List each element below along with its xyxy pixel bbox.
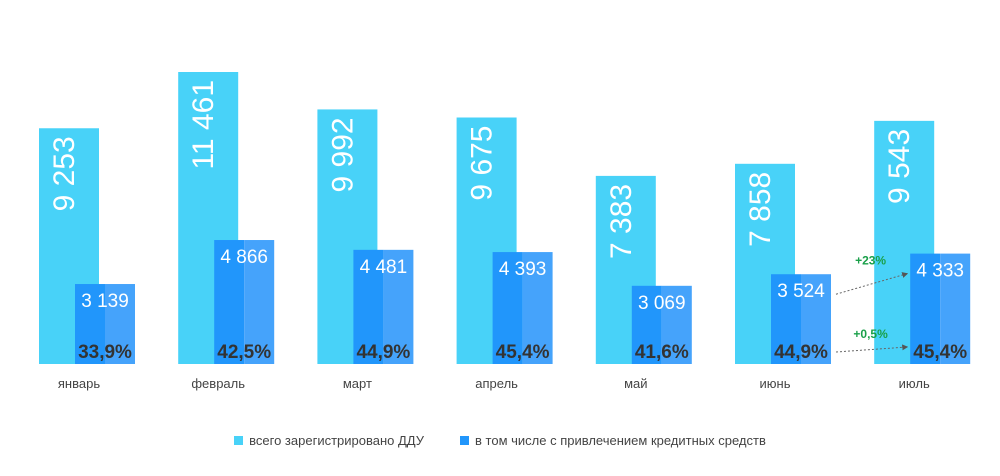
x-tick-label: апрель xyxy=(475,376,518,391)
bar-total-label: 11 461 xyxy=(187,80,220,170)
bar-credit xyxy=(75,284,105,364)
annotation-arrow xyxy=(835,272,909,295)
bar-total-label: 9 992 xyxy=(326,117,359,192)
bar-credit-light xyxy=(661,285,692,364)
bar-credit-label: 4 333 xyxy=(916,261,964,282)
bar-chart: 9 253 3 139 33,9% январь 11 461 4 866 42,5% фев… xyxy=(39,72,971,391)
bar-share-label: 44,9% xyxy=(774,342,828,363)
bar-total-label: 7 383 xyxy=(605,184,638,259)
bar-credit-light xyxy=(522,252,553,364)
x-tick-label: март xyxy=(343,376,372,391)
bar-credit-label: 4 481 xyxy=(360,257,408,278)
legend: всего зарегистрировано ДДУ в том числе с… xyxy=(0,433,1000,448)
bar-credit xyxy=(910,253,941,364)
x-tick-label: май xyxy=(624,376,647,391)
legend-label-credit: в том числе с привлечением кредитных сре… xyxy=(475,433,766,448)
annotation-label: +0,5% xyxy=(853,327,888,341)
legend-swatch-total xyxy=(234,436,244,445)
bar-credit-light xyxy=(244,240,275,364)
bar-credit-light xyxy=(105,284,135,364)
bar-share-label: 33,9% xyxy=(78,342,132,363)
bar-credit xyxy=(771,274,801,364)
x-tick-label: июль xyxy=(899,376,930,391)
bar-credit-light xyxy=(940,253,971,364)
bar-credit xyxy=(492,252,523,364)
bar-credit-label: 3 524 xyxy=(777,281,825,302)
bar-credit-light xyxy=(383,249,414,364)
bar-total-label: 7 858 xyxy=(744,172,777,247)
bar-share-label: 45,4% xyxy=(496,342,550,363)
bar-total-label: 9 253 xyxy=(48,136,81,211)
legend-item-credit: в том числе с привлечением кредитных сре… xyxy=(460,433,766,448)
bar-share-label: 41,6% xyxy=(635,342,689,363)
x-tick-label: февраль xyxy=(191,376,245,391)
bar-credit-label: 3 139 xyxy=(81,291,129,312)
bar-total-label: 9 543 xyxy=(883,129,916,204)
bar-share-label: 44,9% xyxy=(356,342,410,363)
bar-credit-label: 4 866 xyxy=(220,247,268,268)
legend-swatch-credit xyxy=(460,436,470,445)
bar-credit-light xyxy=(801,274,831,364)
bar-credit-label: 4 393 xyxy=(499,259,547,280)
bar-credit-label: 3 069 xyxy=(638,293,686,314)
bar-credit xyxy=(631,285,662,364)
x-tick-label: январь xyxy=(58,376,100,391)
bar-share-label: 42,5% xyxy=(217,342,271,363)
bar-credit xyxy=(214,240,245,364)
legend-item-total: всего зарегистрировано ДДУ xyxy=(234,433,424,448)
annotation-label: +23% xyxy=(855,254,886,268)
bar-credit xyxy=(353,249,384,364)
legend-label-total: всего зарегистрировано ДДУ xyxy=(249,433,425,448)
x-tick-label: июнь xyxy=(760,376,791,391)
bar-total-label: 9 675 xyxy=(466,126,499,201)
bar-share-label: 45,4% xyxy=(913,342,967,363)
